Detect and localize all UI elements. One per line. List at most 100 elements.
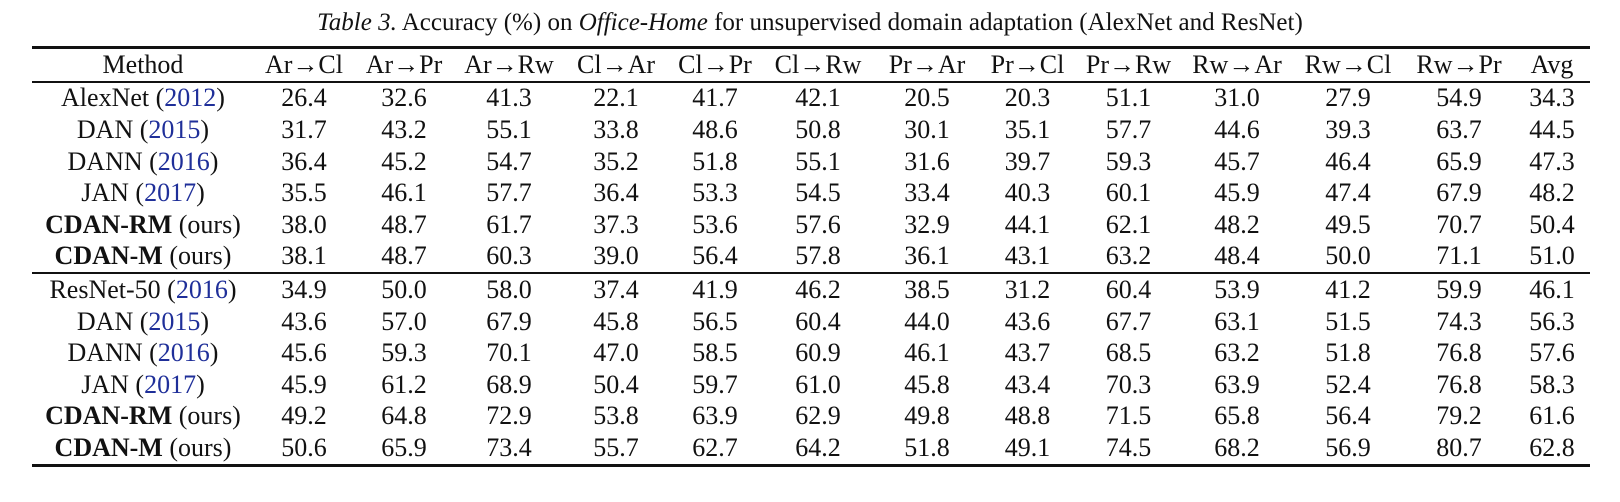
- value-cell: 45.9: [1214, 178, 1260, 208]
- table-row: CDAN-M (ours) 38.1 48.7 60.3 39.0 56.4 57.8 36.…: [32, 241, 1590, 274]
- value-cell: 32.9: [904, 209, 950, 239]
- value-cell: 50.4: [593, 369, 639, 399]
- value-cell: 38.1: [281, 241, 327, 271]
- value-cell: 73.4: [454, 432, 564, 467]
- value-cell: 50.0: [1325, 241, 1371, 271]
- value-cell: 48.7: [381, 241, 427, 271]
- value-cell: 64.8: [381, 401, 427, 431]
- value-cell: 63.2: [1105, 241, 1152, 271]
- value-cell: 39.0: [593, 241, 639, 271]
- value-cell: 59.3: [1105, 146, 1152, 176]
- results-table: Method Ar→Cl Ar→Pr Ar→Rw Cl→Ar Cl→Pr Cl→Rw Pr→A…: [32, 46, 1590, 467]
- method-cell: CDAN-M (ours): [32, 241, 254, 274]
- value-cell: 58.3: [1529, 369, 1575, 399]
- value-cell: 49.1: [980, 432, 1075, 467]
- value-cell: 31.0: [1214, 83, 1260, 113]
- value-cell: 57.6: [795, 209, 841, 239]
- value-cell: 45.6: [281, 338, 327, 368]
- value-cell: 62.9: [795, 401, 841, 431]
- method-name: AlexNet: [61, 83, 150, 113]
- value-cell: 67.9: [486, 306, 532, 336]
- value-cell: 45.8: [593, 306, 639, 336]
- method-cell: ResNet-50 (2016): [32, 272, 254, 306]
- value-cell: 48.7: [381, 209, 427, 239]
- table-row: DANN (2016) 36.4 45.2 54.7 35.2 51.8 55.1 31.6 3…: [32, 146, 1590, 178]
- value-cell: 60.4: [795, 306, 841, 336]
- table-row: CDAN-RM (ours) 49.2 64.8 72.9 53.8 63.9 62.9 49…: [32, 401, 1590, 433]
- value-cell: 60.4: [1075, 272, 1182, 306]
- value-cell: 36.1: [904, 241, 950, 271]
- value-cell: 48.8: [1004, 401, 1051, 431]
- value-cell: 45.2: [381, 146, 427, 176]
- table-row: DAN (2015) 31.7 43.2 55.1 33.8 48.6 50.8 30.1 35…: [32, 114, 1590, 146]
- method-name: JAN: [81, 178, 129, 208]
- citation-link[interactable]: 2016: [157, 146, 210, 176]
- value-cell: 37.3: [593, 209, 639, 239]
- value-cell: 27.9: [1325, 83, 1371, 113]
- value-cell: 38.0: [281, 209, 327, 239]
- table-row: DANN (2016) 45.6 59.3 70.1 47.0 58.5 60.9 46.1 4…: [32, 337, 1590, 369]
- value-cell: 70.7: [1436, 209, 1482, 239]
- value-cell: 56.3: [1529, 306, 1575, 336]
- citation-link[interactable]: 2017: [144, 369, 197, 399]
- value-cell: 68.9: [486, 369, 532, 399]
- table-body: AlexNet (2012) 26.4 32.6 41.3 22.1 41.7 42.1 20…: [32, 82, 1590, 467]
- method-cell: DAN (2015): [76, 114, 210, 144]
- table-row: CDAN-RM (ours) 38.0 48.7 61.7 37.3 53.6 57.6 32…: [32, 209, 1590, 241]
- value-cell: 57.8: [795, 241, 841, 271]
- value-cell: 65.9: [1436, 146, 1482, 176]
- citation-link[interactable]: 2015: [148, 114, 201, 144]
- value-cell: 47.3: [1529, 146, 1575, 176]
- value-cell: 31.2: [980, 272, 1075, 306]
- method-name: ResNet-50: [49, 274, 161, 304]
- value-cell: 44.6: [1214, 114, 1260, 144]
- value-cell: 34.3: [1529, 83, 1575, 113]
- method-cell: DANN (2016): [67, 338, 219, 368]
- citation-link[interactable]: 2017: [144, 178, 197, 208]
- value-cell: 60.9: [795, 338, 841, 368]
- citation-link[interactable]: 2016: [175, 274, 228, 304]
- table-header: Method Ar→Cl Ar→Pr Ar→Rw Cl→Ar Cl→Pr Cl→Rw Pr→A…: [32, 47, 1590, 82]
- table-caption: Table 3. Accuracy (%) on Office-Home for…: [0, 8, 1620, 38]
- value-cell: 20.3: [1004, 83, 1051, 113]
- value-cell: 65.8: [1214, 401, 1260, 431]
- value-cell: 80.7: [1404, 432, 1514, 467]
- value-cell: 68.2: [1182, 432, 1292, 467]
- column-header: Cl→Ar: [577, 49, 655, 79]
- value-cell: 47.0: [593, 338, 639, 368]
- value-cell: 51.0: [1529, 241, 1575, 271]
- value-cell: 59.9: [1404, 272, 1514, 306]
- value-cell: 62.8: [1514, 432, 1590, 467]
- value-cell: 55.1: [486, 114, 532, 144]
- value-cell: 45.8: [904, 369, 950, 399]
- value-cell: 54.5: [795, 178, 841, 208]
- header-row: Method Ar→Cl Ar→Pr Ar→Rw Cl→Ar Cl→Pr Cl→Rw Pr→A…: [32, 47, 1590, 82]
- value-cell: 43.7: [1004, 338, 1051, 368]
- value-cell: 51.5: [1325, 306, 1371, 336]
- value-cell: 51.8: [874, 432, 980, 467]
- citation-link[interactable]: 2015: [148, 306, 201, 336]
- method-name: CDAN-M: [54, 432, 163, 462]
- value-cell: 59.7: [692, 369, 738, 399]
- value-cell: 35.2: [593, 146, 639, 176]
- value-cell: 50.6: [254, 432, 354, 467]
- column-header: Ar→Rw: [464, 49, 554, 79]
- value-cell: 31.7: [281, 114, 327, 144]
- citation-link[interactable]: 2012: [164, 83, 217, 113]
- value-cell: 50.4: [1529, 209, 1575, 239]
- value-cell: 47.4: [1325, 178, 1371, 208]
- value-cell: 60.3: [486, 241, 532, 271]
- value-cell: 70.1: [486, 338, 532, 368]
- value-cell: 49.5: [1325, 209, 1371, 239]
- column-header: Rw→Ar: [1192, 49, 1282, 79]
- value-cell: 58.0: [454, 272, 564, 306]
- value-cell: 71.5: [1105, 401, 1152, 431]
- caption-label: Table 3.: [317, 9, 397, 36]
- method-name: CDAN-M: [54, 241, 163, 271]
- table-row: CDAN-M (ours) 50.6 65.9 73.4 55.7 62.7 64.2 51.…: [32, 432, 1590, 467]
- value-cell: 63.9: [1214, 369, 1260, 399]
- value-cell: 55.1: [795, 146, 841, 176]
- value-cell: 76.8: [1436, 369, 1482, 399]
- value-cell: 63.2: [1214, 338, 1260, 368]
- citation-link[interactable]: 2016: [157, 338, 210, 368]
